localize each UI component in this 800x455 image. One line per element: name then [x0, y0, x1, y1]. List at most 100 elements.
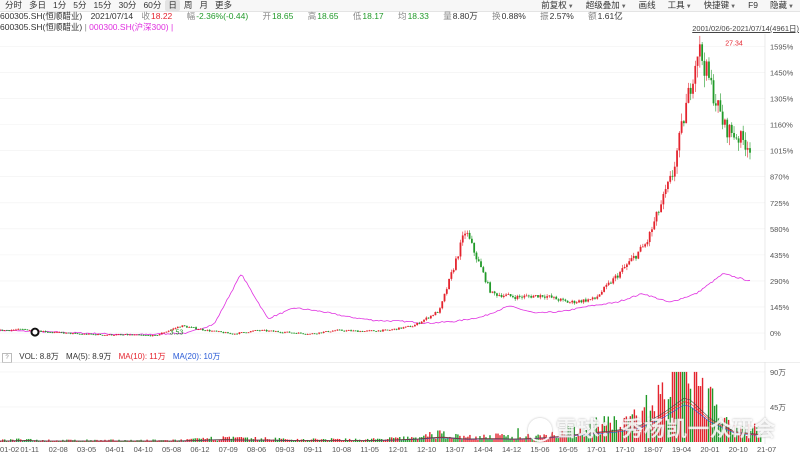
volume-bar [657, 384, 660, 442]
candle-body [90, 333, 93, 335]
period-tab-0[interactable]: 分时 [5, 0, 23, 10]
candle-body [527, 295, 530, 297]
candle-body [621, 268, 624, 272]
toolbar-action-label: 隐藏 [770, 0, 788, 10]
candle-body [249, 331, 252, 333]
date-range-label[interactable]: 2001/02/06-2021/07/14(4961日) [692, 24, 799, 33]
primary-series-label[interactable]: 600305.SH(恒顺醋业) [0, 22, 83, 32]
volume-bar [509, 439, 511, 442]
candle-body [331, 330, 334, 332]
candle-body [721, 111, 724, 125]
candle-body [443, 293, 446, 302]
candle-body [88, 333, 90, 335]
toolbar-action-5[interactable]: F9 [744, 0, 762, 11]
volume-bar [529, 437, 531, 442]
toolbar-action-2[interactable]: 画线 [635, 0, 660, 11]
volume-bar [22, 440, 24, 442]
candle-body [229, 333, 232, 335]
toolbar-action-1[interactable]: 超级叠加▼ [582, 0, 631, 11]
volume-bar [625, 416, 628, 442]
period-tab-9[interactable]: 月 [199, 0, 208, 10]
candle-body [541, 295, 544, 297]
period-tab-3[interactable]: 5分 [73, 0, 87, 10]
candle-body [450, 272, 453, 279]
volume-bar [673, 371, 676, 442]
y-tick-label: 870% [770, 173, 790, 182]
candle-body [434, 312, 437, 316]
volume-bar [471, 439, 473, 442]
volume-bar [501, 434, 503, 442]
period-tab-1[interactable]: 多日 [29, 0, 47, 10]
candle-body [176, 326, 179, 329]
toolbar-action-0[interactable]: 前复权▼ [537, 0, 577, 11]
candle-body [525, 295, 528, 297]
price-annotation: 27.34 [725, 40, 743, 47]
volume-bar [711, 388, 714, 442]
candle-body [489, 282, 492, 293]
price-comparison-chart[interactable]: 1595% 1450% 1305% 1160% 1015% 870% 725% 580% 435… [0, 34, 800, 350]
change-value: 幅-2.36%(-0.44) [186, 11, 249, 21]
toolbar-action-3[interactable]: 工具▼ [664, 0, 696, 11]
candle-body [154, 335, 156, 336]
volume-bar [559, 436, 561, 442]
candle-body [543, 296, 546, 298]
candle-body [103, 334, 106, 336]
volume-bar [84, 441, 86, 442]
vol-legend-ma10: MA(10): 11万 [118, 352, 166, 361]
candle-body [99, 334, 102, 335]
toolbar-action-4[interactable]: 快捷键▼ [700, 0, 740, 11]
volume-bar [298, 440, 301, 442]
volume-bar [38, 440, 40, 442]
candle-body [382, 329, 384, 332]
candle-body [724, 119, 726, 125]
index-series-label[interactable]: 000300.SH(沪深300) [89, 22, 169, 32]
candle-body [404, 326, 407, 328]
period-tab-10[interactable]: 更多 [214, 0, 232, 10]
volume-bar [268, 439, 271, 442]
period-tab-4[interactable]: 15分 [93, 0, 112, 10]
candle-body [0, 329, 1, 331]
candle-body [304, 333, 307, 335]
volume-bar [342, 440, 345, 442]
candle-body [708, 61, 710, 78]
period-tab-6[interactable]: 60分 [143, 0, 162, 10]
volume-bar [651, 405, 654, 442]
volume-bar [98, 440, 100, 442]
toolbar-action-6[interactable]: 隐藏▼ [766, 0, 798, 11]
volume-bar [92, 440, 94, 442]
candle-body [220, 331, 223, 333]
candle-body [719, 100, 722, 112]
candle-body [379, 330, 382, 332]
volume-ma-line [0, 397, 761, 442]
candle-body [594, 297, 596, 299]
period-tab-2[interactable]: 1分 [53, 0, 67, 10]
period-tab-5[interactable]: 30分 [118, 0, 137, 10]
candle-body [131, 334, 134, 336]
volume-bar [733, 425, 736, 442]
x-tick-label: 01-11 [20, 445, 39, 454]
volume-bar [256, 440, 259, 442]
y-tick-label: 435% [770, 251, 790, 260]
candle-body [138, 334, 140, 336]
candle-body [270, 330, 273, 332]
candle-body [703, 60, 706, 76]
candle-body [427, 317, 430, 319]
crosshair-cursor-icon[interactable] [30, 327, 40, 337]
candle-body [573, 300, 576, 304]
candle-body [409, 326, 412, 328]
volume-chart[interactable]: 90万 45万 [0, 362, 800, 444]
candle-body [179, 326, 181, 328]
period-tab-7[interactable]: 日 [165, 0, 180, 11]
candle-body [514, 297, 517, 299]
candle-body [357, 330, 359, 332]
candle-body [201, 328, 204, 331]
x-tick-label: 20-10 [728, 445, 748, 454]
y-tick-label: 290% [770, 277, 790, 286]
candle-body [480, 261, 482, 268]
volume-bar [409, 438, 411, 442]
volume-bar [699, 386, 702, 442]
volume-bar [649, 410, 652, 442]
candle-body [5, 330, 8, 331]
candle-body [637, 251, 640, 259]
period-tab-8[interactable]: 周 [183, 0, 193, 10]
